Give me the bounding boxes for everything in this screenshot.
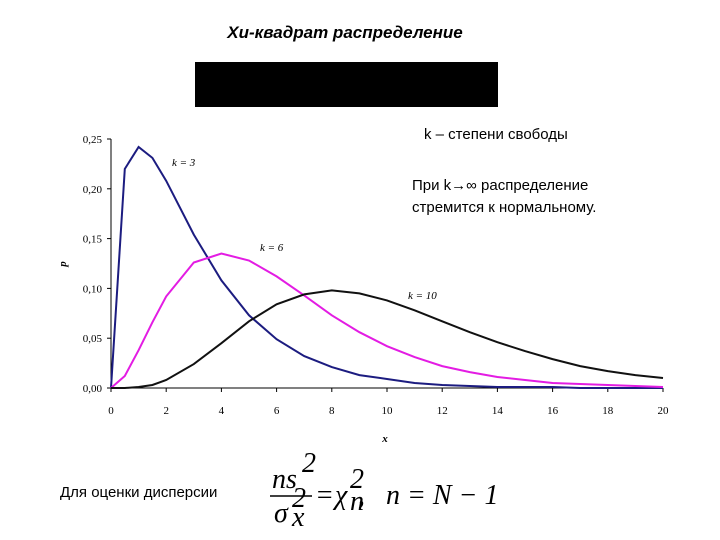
y-tick-label: 0,10 [83,283,103,295]
series-line [110,145,663,389]
x-tick-label: 16 [547,405,559,417]
formula-part: ns [272,464,297,495]
formula-part: σ [274,498,289,529]
series-line [110,252,664,389]
y-tick-label: 0,15 [83,234,103,246]
y-tick-label: 0,00 [83,383,103,395]
note: При k→∞ распределение [412,177,588,194]
y-tick-label: 0,25 [83,134,103,146]
x-tick-label: 18 [602,405,614,417]
y-tick-label: 0,05 [83,333,103,345]
series-label: k = 10 [408,290,437,302]
black-box [195,62,498,107]
x-tick-label: 14 [492,405,504,417]
formula-caption: Для оценки дисперсии [60,484,217,501]
y-axis-label: p [57,261,69,268]
x-tick-label: 20 [658,405,670,417]
x-tick-label: 8 [329,405,335,417]
y-tick-label: 0,20 [83,184,103,196]
formula-part: 2 [292,483,306,514]
formula-part: χ [332,480,348,511]
formula-part: 2 [350,464,364,495]
note: стремится к нормальному. [412,199,596,216]
x-tick-label: 2 [163,405,169,417]
x-tick-label: 12 [437,405,448,417]
note: k – степени свободы [424,126,568,143]
formula-part: n [350,486,364,517]
series-line [111,289,664,389]
formula-part: 2 [302,448,316,479]
formula-part: = [315,480,334,511]
x-tick-label: 4 [219,405,225,417]
x-tick-label: 10 [382,405,394,417]
formula-part: , n = N − 1 [358,480,498,511]
x-axis-label: x [381,433,388,445]
x-tick-label: 6 [274,405,280,417]
formula: ns 2 σ 2 x = χ 2 n , n = N − 1 [270,448,498,533]
slide-title: Хи-квадрат распределение [226,23,463,42]
series-label: k = 6 [260,242,284,254]
formula-part: x [291,502,305,533]
x-tick-label: 0 [108,405,114,417]
series-label: k = 3 [172,157,196,169]
